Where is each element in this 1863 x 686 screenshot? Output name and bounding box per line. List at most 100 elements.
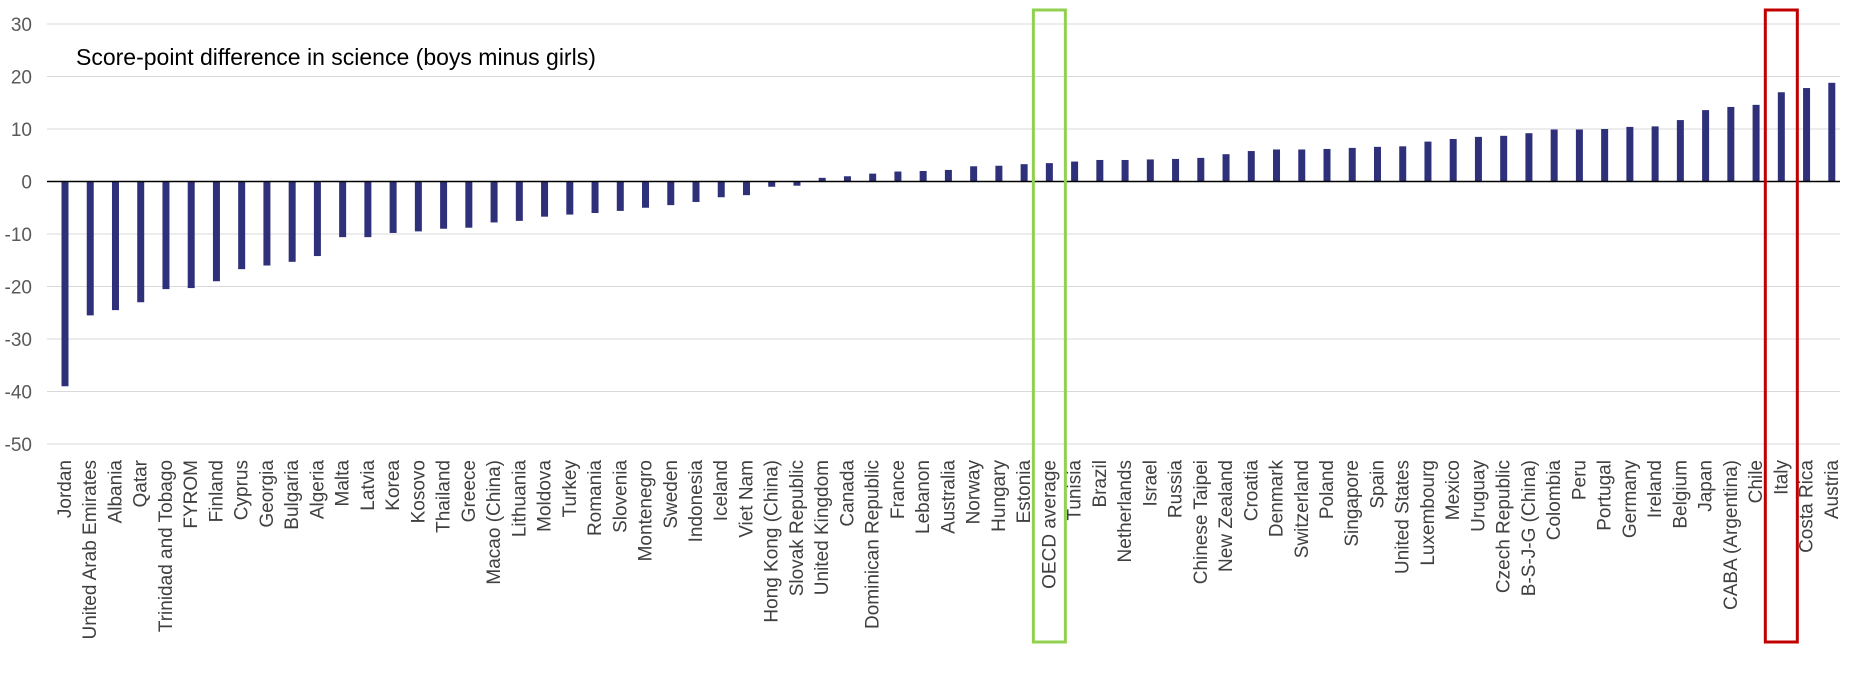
category-label: Peru: [1569, 460, 1590, 500]
bar: [869, 173, 877, 182]
bar: [1222, 154, 1230, 182]
category-label: Chile: [1746, 460, 1767, 503]
y-tick-label: 0: [21, 173, 32, 194]
bar: [1121, 159, 1129, 182]
category-label: Albania: [105, 460, 126, 524]
category-label: Ireland: [1645, 460, 1666, 518]
bar: [1348, 147, 1356, 182]
bar: [1500, 135, 1508, 182]
category-label: Germany: [1620, 460, 1641, 539]
category-label: Estonia: [1014, 460, 1035, 524]
category-label: Spain: [1367, 460, 1388, 509]
category-label: Brazil: [1090, 460, 1111, 508]
bar: [1828, 82, 1836, 182]
bar: [1323, 148, 1331, 182]
category-label: Hong Kong (China): [762, 460, 783, 623]
category-label: Israel: [1140, 460, 1161, 506]
y-tick-label: -10: [5, 225, 32, 246]
category-label: Canada: [837, 460, 858, 527]
category-label: Slovak Republic: [787, 460, 808, 596]
category-label: Iceland: [711, 460, 732, 521]
category-label: Viet Nam: [736, 460, 757, 538]
bar: [212, 181, 220, 282]
category-label: Greece: [459, 460, 480, 522]
bar: [541, 181, 549, 217]
x-axis-category-labels: Jordan United Arab Emirates Albania Qatar Tr…: [55, 459, 1843, 639]
bar: [389, 181, 397, 233]
category-label: CABA (Argentina): [1721, 460, 1742, 610]
bar: [566, 181, 574, 215]
bar: [1777, 92, 1785, 182]
highlight-box: [1763, 8, 1799, 644]
bar: [1550, 129, 1558, 182]
y-tick-label: -30: [5, 330, 32, 351]
bar: [1096, 159, 1104, 182]
category-label: Jordan: [55, 460, 76, 518]
category-label: Australia: [938, 460, 959, 534]
category-label: OECD average: [1039, 460, 1060, 589]
bar: [1626, 126, 1634, 182]
chart-title: Score-point difference in science (boys …: [76, 44, 596, 70]
category-label: Romania: [585, 460, 606, 536]
bar: [1525, 133, 1533, 182]
category-label: Turkey: [560, 460, 581, 518]
bar: [768, 181, 776, 187]
bar: [818, 177, 826, 182]
category-label: United States: [1393, 460, 1414, 574]
bar: [61, 181, 69, 387]
category-label: United Arab Emirates: [80, 460, 101, 640]
category-label: Norway: [964, 460, 985, 525]
bar: [995, 165, 1003, 182]
bar: [894, 171, 902, 182]
y-axis-tick-labels: 30 20 10 0 -10 -20 -30 -40 -50: [5, 15, 32, 456]
bar: [1273, 149, 1281, 182]
bar: [414, 181, 422, 232]
category-label: Colombia: [1544, 460, 1565, 541]
category-label: Korea: [383, 460, 404, 511]
category-label: Qatar: [131, 459, 152, 507]
bar: [591, 181, 599, 213]
bar: [616, 181, 624, 211]
bar: [1172, 158, 1180, 182]
category-label: Lithuania: [509, 460, 530, 538]
bars: [61, 82, 1836, 387]
category-label: Netherlands: [1115, 460, 1136, 562]
category-label: Malta: [333, 460, 354, 507]
bar: [162, 181, 170, 290]
bar: [1045, 163, 1053, 182]
bar: [717, 181, 725, 198]
bar: [843, 176, 851, 182]
category-label: Sweden: [661, 460, 682, 529]
category-label: Lebanon: [913, 460, 934, 534]
category-label: Cyprus: [232, 460, 253, 520]
bar: [364, 181, 372, 238]
category-label: Latvia: [358, 460, 379, 511]
bar: [1424, 141, 1432, 182]
bar: [692, 181, 700, 202]
bar: [515, 181, 523, 221]
category-label: Moldova: [535, 460, 556, 532]
category-label: Chinese Taipei: [1191, 460, 1212, 584]
category-label: Costa Rica: [1797, 460, 1818, 553]
category-label: Singapore: [1342, 460, 1363, 547]
category-label: Montenegro: [636, 460, 657, 561]
y-tick-label: 10: [11, 120, 32, 141]
bar: [1071, 161, 1079, 182]
bar: [86, 181, 94, 316]
bar: [742, 181, 750, 196]
category-label: Portugal: [1595, 460, 1616, 531]
category-label: Trinidad and Tobago: [156, 460, 177, 632]
bar: [944, 169, 952, 182]
bar: [1474, 136, 1482, 182]
bar: [1727, 106, 1735, 182]
y-tick-label: 30: [11, 15, 32, 36]
category-label: France: [888, 460, 909, 519]
category-label: Georgia: [257, 460, 278, 528]
category-label: Austria: [1822, 460, 1843, 520]
category-label: Algeria: [307, 460, 328, 520]
category-label: Mexico: [1443, 460, 1464, 520]
bar: [919, 171, 927, 182]
bar: [1575, 129, 1583, 182]
y-tick-label: 20: [11, 68, 32, 89]
bar: [1651, 126, 1659, 182]
